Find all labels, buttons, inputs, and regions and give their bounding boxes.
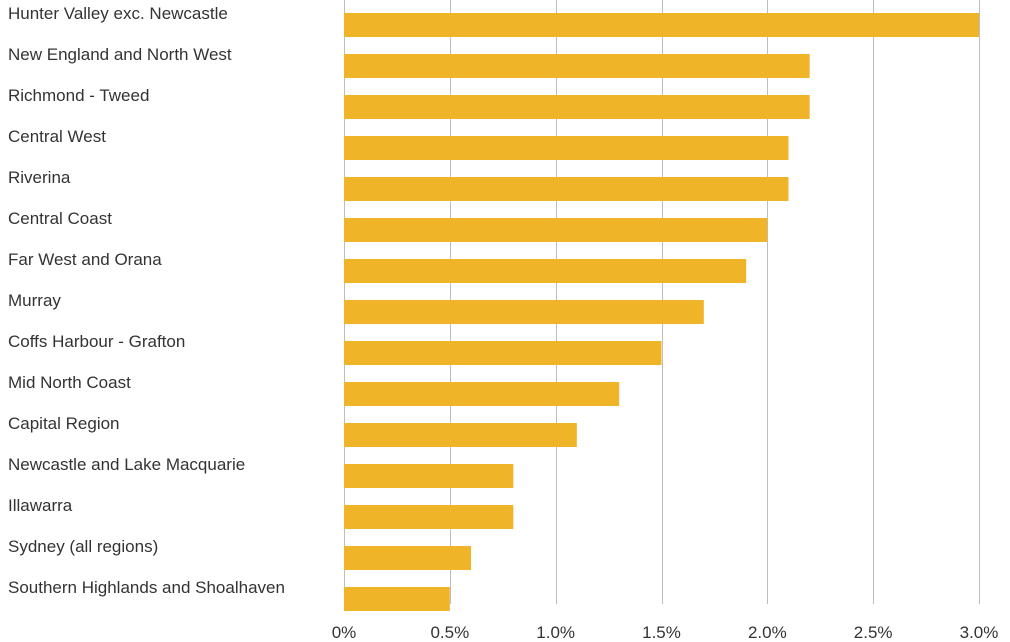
bar	[344, 505, 514, 529]
x-tick-label: 0.5%	[430, 623, 469, 642]
bar	[344, 341, 662, 365]
bar	[344, 95, 810, 119]
bar	[344, 587, 450, 611]
bars	[344, 13, 979, 611]
x-tick-label: 2.0%	[748, 623, 787, 642]
category-label: Central West	[8, 127, 106, 146]
category-label: Illawarra	[8, 496, 73, 515]
category-label: Sydney (all regions)	[8, 537, 158, 556]
bar	[344, 423, 577, 447]
bar	[344, 177, 789, 201]
category-label: Riverina	[8, 168, 71, 187]
bar	[344, 218, 768, 242]
bar	[344, 382, 620, 406]
category-label: New England and North West	[8, 45, 232, 64]
bar	[344, 259, 747, 283]
category-label: Southern Highlands and Shoalhaven	[8, 578, 285, 597]
x-axis-tick-labels: 0% 0.5% 1.0% 1.5% 2.0% 2.5% 3.0%	[332, 623, 999, 642]
category-label: Hunter Valley exc. Newcastle	[8, 4, 228, 23]
category-label: Murray	[8, 291, 61, 310]
bar	[344, 13, 979, 37]
category-label: Mid North Coast	[8, 373, 131, 392]
x-tick-label: 1.5%	[642, 623, 681, 642]
x-tick-label: 0%	[332, 623, 357, 642]
category-labels: Hunter Valley exc. Newcastle New England …	[8, 4, 285, 597]
category-label: Central Coast	[8, 209, 112, 228]
category-label: Far West and Orana	[8, 250, 162, 269]
bar	[344, 464, 514, 488]
x-tick-label: 2.5%	[854, 623, 893, 642]
bar	[344, 546, 471, 570]
category-label: Richmond - Tweed	[8, 86, 149, 105]
category-label: Coffs Harbour - Grafton	[8, 332, 185, 351]
x-tick-label: 1.0%	[536, 623, 575, 642]
bar	[344, 54, 810, 78]
x-tick-label: 3.0%	[960, 623, 999, 642]
category-label: Capital Region	[8, 414, 120, 433]
bar	[344, 136, 789, 160]
bar	[344, 300, 704, 324]
category-label: Newcastle and Lake Macquarie	[8, 455, 245, 474]
